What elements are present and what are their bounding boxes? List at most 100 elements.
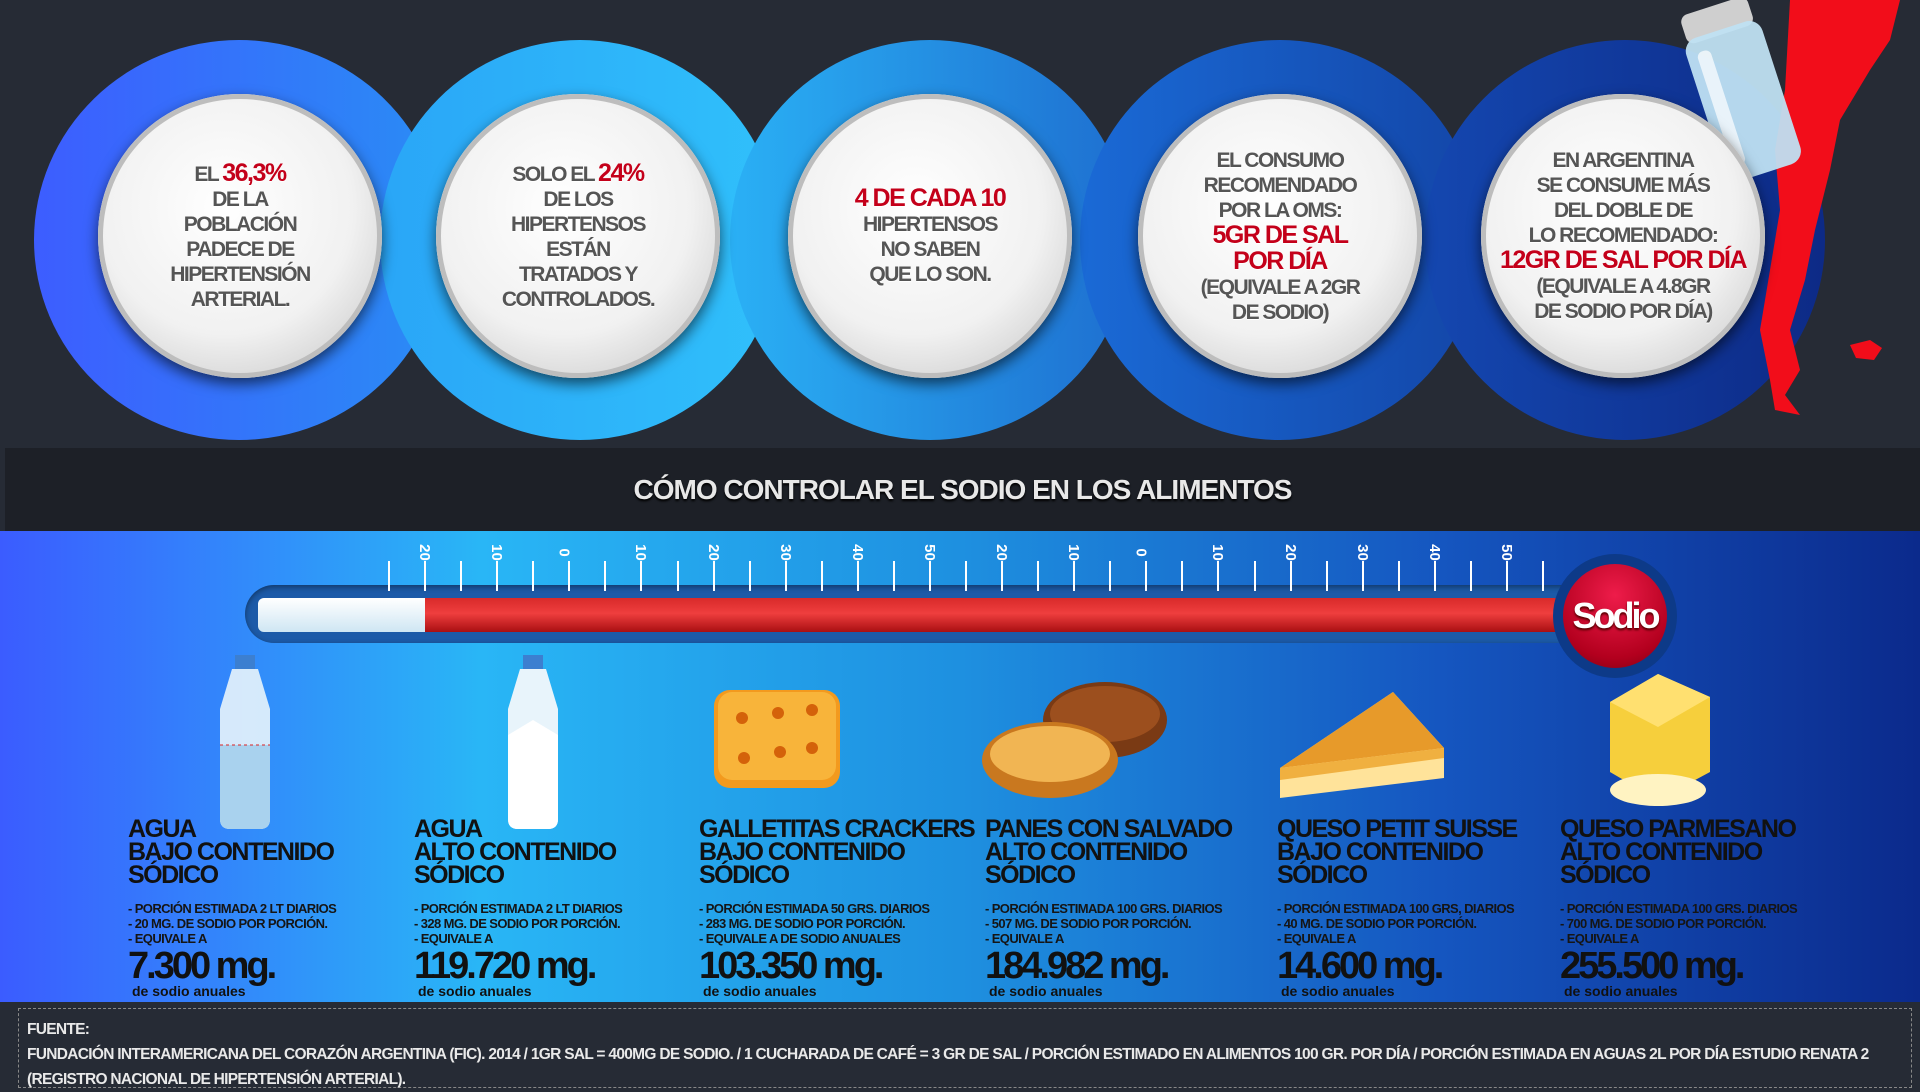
stat-text: HIPERTENSOS [862, 212, 999, 236]
stat-highlight: 12GR DE SAL POR DÍA [1499, 246, 1748, 274]
scale-label: 0 [1132, 548, 1150, 557]
food-annual-unit: de sodio anuales [989, 983, 1103, 999]
cheese-wedge-icon [1280, 692, 1444, 798]
cracker-icon [714, 690, 840, 788]
scale-tick [1505, 561, 1508, 591]
food-sodium-level: ALTO CONTENIDO SÓDICO [414, 838, 617, 889]
thermometer-fill [425, 598, 1585, 632]
food-sodium-level: ALTO CONTENIDO SÓDICO [985, 838, 1188, 889]
scale-tick [1433, 561, 1436, 591]
scale-label: 30 [1353, 544, 1371, 561]
stat-line: DE LOS [543, 187, 614, 212]
food-detail-line: - 700 MG. DE SODIO POR PORCIÓN. [1560, 916, 1767, 931]
scale-tick [928, 561, 931, 591]
food-detail-line: - 40 MG. DE SODIO POR PORCIÓN. [1277, 916, 1477, 931]
stat-text: EN ARGENTINA [1552, 149, 1695, 172]
scale-tick [1325, 561, 1328, 591]
food-card: AGUA BAJO CONTENIDO SÓDICO - PORCIÓN EST… [128, 815, 418, 999]
food-detail-line: - PORCIÓN ESTIMADA 100 GRS, DIARIOS [1277, 901, 1515, 916]
stat-line: EL CONSUMO [1217, 148, 1345, 173]
stat-line: DE SODIO) [1232, 300, 1330, 325]
scale-label: 50 [1497, 544, 1515, 561]
food-annual-unit: de sodio anuales [1281, 983, 1395, 999]
food-details: - PORCIÓN ESTIMADA 2 LT DIARIOS - 328 MG.… [414, 901, 704, 946]
section-title: CÓMO CONTROLAR EL SODIO EN LOS ALIMENTOS [633, 473, 1293, 505]
stat-text: PADECE DE [186, 237, 295, 261]
stat-text: CONTROLADOS. [501, 287, 656, 311]
food-details: - PORCIÓN ESTIMADA 2 LT DIARIOS - 20 MG. … [128, 901, 418, 946]
stat-highlight: 4 DE CADA 10 [854, 183, 1007, 212]
food-card: PANES CON SALVADO ALTO CONTENIDO SÓDICO … [985, 815, 1275, 999]
stat-text: LO RECOMENDADO: [1528, 224, 1719, 247]
stat-text: DE LOS [543, 187, 614, 211]
food-detail-line: - PORCIÓN ESTIMADA 100 GRS. DIARIOS [985, 901, 1223, 916]
scale-tick [784, 561, 787, 591]
stat-line: QUE LO SON. [869, 262, 992, 287]
stat-line: 12GR DE SAL POR DÍA [1499, 246, 1748, 274]
food-name: AGUA [414, 815, 483, 843]
stat-text: QUE LO SON. [869, 262, 992, 286]
scale-label: 20 [992, 544, 1010, 561]
scale-tick [568, 561, 571, 591]
stat-highlight: 36,3% [222, 158, 287, 187]
food-detail-line: - EQUIVALE A [985, 931, 1064, 946]
stat-text: HIPERTENSOS [510, 212, 647, 236]
scale-tick [965, 561, 967, 591]
scale-tick [676, 561, 679, 591]
food-annual-sodium: 119.720 mg. [414, 945, 597, 987]
food-annual-sodium: 184.982 mg. [985, 945, 1170, 987]
bulb-label: Sodio [1572, 595, 1661, 636]
food-detail-line: - EQUIVALE A [1560, 931, 1639, 946]
stat-line: ESTÁN [546, 237, 611, 262]
food-card: AGUA ALTO CONTENIDO SÓDICO - PORCIÓN EST… [414, 815, 704, 999]
water-bottle-icon [220, 655, 270, 829]
scale-tick [640, 561, 643, 591]
food-detail-line: - PORCIÓN ESTIMADA 2 LT DIARIOS [414, 901, 623, 916]
source-text: FUNDACIÓN INTERAMERICANA DEL CORAZÓN ARG… [27, 1046, 1869, 1088]
food-card: QUESO PARMESANO ALTO CONTENIDO SÓDICO - … [1560, 817, 1850, 999]
food-annual-sodium: 7.300 mg. [128, 945, 277, 987]
scale-tick [1181, 561, 1184, 591]
stat-highlight: 24% [598, 158, 645, 187]
food-name: AGUA [128, 815, 197, 843]
stat-line: POBLACIÓN [184, 212, 298, 237]
scale-label: 10 [1064, 544, 1082, 561]
food-detail-line: - EQUIVALE A [128, 931, 207, 946]
stat-text: ARTERIAL. [190, 287, 291, 311]
stat-line: PADECE DE [186, 237, 295, 262]
food-detail-line: - PORCIÓN ESTIMADA 100 GRS. DIARIOS [1560, 901, 1798, 916]
scale-tick [1253, 561, 1256, 591]
stat-line: HIPERTENSOS [862, 212, 999, 237]
scale-tick [1469, 561, 1472, 591]
scale-tick [532, 561, 535, 591]
footer: FUENTE: FUNDACIÓN INTERAMERICANA DEL COR… [0, 1002, 1920, 1088]
grated-cheese-icon [1610, 674, 1710, 806]
thermometer-empty [258, 598, 426, 632]
scale-tick [712, 561, 715, 591]
scale-tick [820, 561, 823, 591]
stat-line: DE LA [212, 187, 269, 212]
food-sodium-level: BAJO CONTENIDO SÓDICO [699, 838, 906, 889]
scale-tick [748, 561, 751, 591]
scale-label: 40 [1425, 544, 1443, 561]
food-sodium-level: BAJO CONTENIDO SÓDICO [128, 838, 335, 889]
food-annual-sodium: 255.500 mg. [1560, 945, 1745, 987]
scale-label: 20 [704, 544, 722, 561]
scale-label: 40 [848, 544, 866, 561]
food-name: PANES CON SALVADO [985, 815, 1233, 843]
stat-line: EN ARGENTINA [1552, 148, 1695, 173]
stat-line: ARTERIAL. [190, 287, 291, 312]
food-detail-line: - 507 MG. DE SODIO POR PORCIÓN. [985, 916, 1192, 931]
food-details: - PORCIÓN ESTIMADA 100 GRS, DIARIOS - 40 … [1277, 901, 1567, 946]
scale-tick [1037, 561, 1040, 591]
scale-tick [1397, 561, 1400, 591]
food-details: - PORCIÓN ESTIMADA 100 GRS. DIARIOS - 507… [985, 901, 1275, 946]
food-details: - PORCIÓN ESTIMADA 50 GRS. DIARIOS - 283 … [699, 901, 989, 946]
food-annual-unit: de sodio anuales [418, 983, 532, 999]
scale-tick [1109, 561, 1112, 591]
food-card: QUESO PETIT SUISSE BAJO CONTENIDO SÓDICO… [1277, 817, 1567, 999]
water-bottle-icon [508, 655, 558, 829]
stat-line: RECOMENDADO [1204, 173, 1358, 198]
scale-tick [1289, 561, 1292, 591]
scale-tick [1361, 561, 1364, 591]
